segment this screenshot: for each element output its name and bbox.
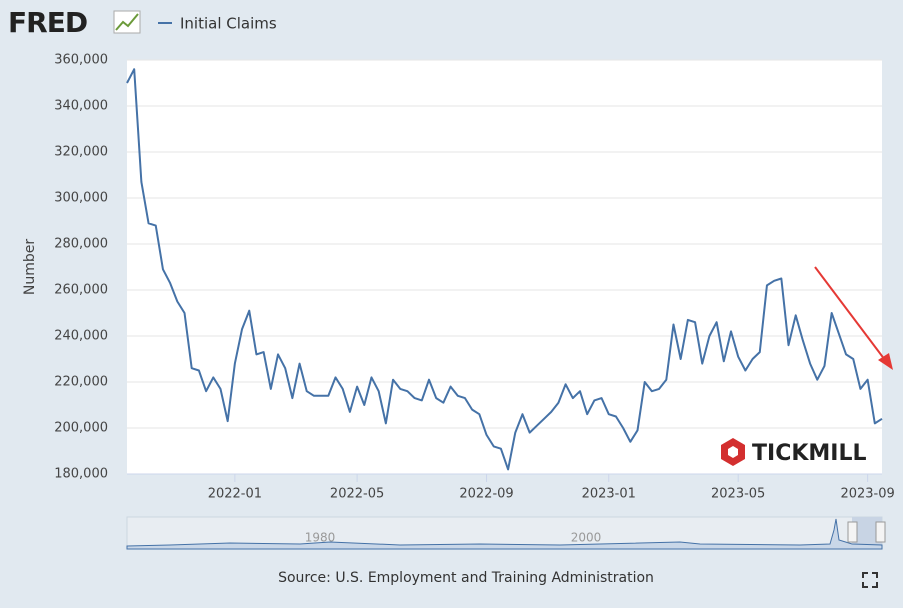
y-tick-label: 200,000 xyxy=(54,421,108,436)
plot-area xyxy=(127,60,882,474)
navigator-label: 2000 xyxy=(571,531,602,545)
x-tick-label: 2023-05 xyxy=(711,487,765,502)
logo: FRED xyxy=(8,6,87,39)
navigator-label: 1980 xyxy=(305,531,336,545)
series-line xyxy=(126,68,883,471)
logo-icon xyxy=(113,10,141,34)
y-axis-label: Number xyxy=(22,239,38,295)
legend-label: Initial Claims xyxy=(180,15,277,33)
plot: 180,000 200,000 220,000 240,000 260,000 280,0… xyxy=(54,53,895,502)
x-tick-label: 2023-09 xyxy=(840,487,894,502)
navigator-handle[interactable] xyxy=(875,521,886,543)
fullscreen-button[interactable] xyxy=(862,572,878,588)
navigator xyxy=(126,516,883,550)
watermark: TICKMILL xyxy=(721,438,867,466)
y-tick-label: 220,000 xyxy=(54,375,108,390)
trend-arrow xyxy=(814,266,893,370)
x-tick-label: 2022-05 xyxy=(330,487,384,502)
y-tick-label: 260,000 xyxy=(54,283,108,298)
y-tick-label: 320,000 xyxy=(54,145,108,160)
navigator-handle[interactable] xyxy=(847,521,858,543)
y-tick-label: 180,000 xyxy=(54,467,108,482)
x-tick-label: 2022-01 xyxy=(208,487,262,502)
x-tick-label: 2022-09 xyxy=(459,487,513,502)
source: Source: U.S. Employment and Training Adm… xyxy=(278,570,654,586)
navigator-series xyxy=(126,518,883,550)
y-tick-label: 300,000 xyxy=(54,191,108,206)
y-tick-label: 360,000 xyxy=(54,53,108,68)
y-tick-label: 340,000 xyxy=(54,99,108,114)
watermark-text: TICKMILL xyxy=(752,441,867,466)
x-tick-label: 2023-01 xyxy=(582,487,636,502)
y-tick-label: 280,000 xyxy=(54,237,108,252)
y-tick-label: 240,000 xyxy=(54,329,108,344)
